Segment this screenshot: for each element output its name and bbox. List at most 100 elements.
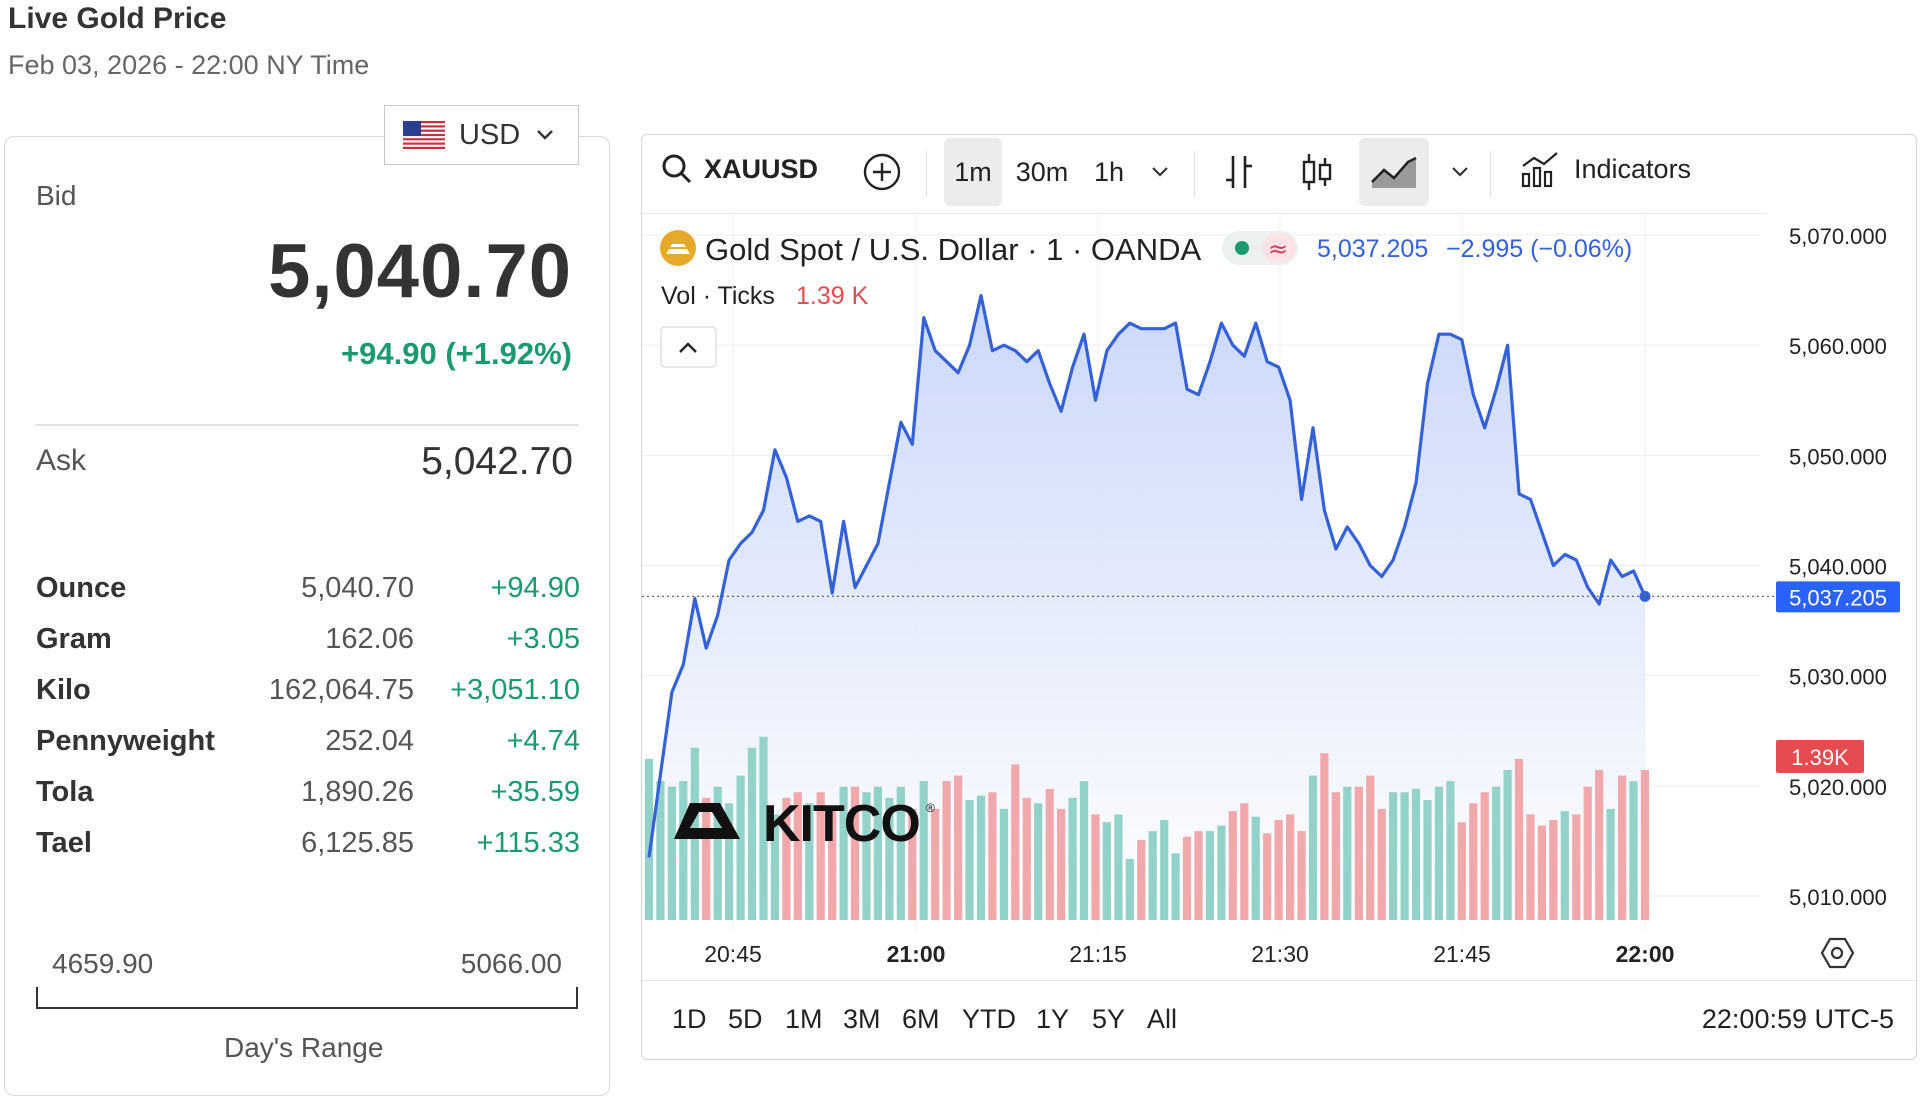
volume-bar [850,786,860,920]
volume-bar [1366,775,1375,920]
range-1y[interactable]: 1Y [1036,1004,1070,1034]
volume-bar [1011,764,1020,920]
y-tick-label: 5,020.000 [1789,775,1887,800]
toolbar-separator [926,151,927,197]
wave-icon: ≈ [1268,235,1288,263]
range-5d[interactable]: 5D [728,1004,763,1034]
page-subtitle: Feb 03, 2026 - 22:00 NY Time [8,50,370,80]
volume-bar [1343,786,1352,920]
chart-settings-icon[interactable] [1820,937,1855,969]
kitco-logo: KITCO ® [674,795,935,853]
range-high: 5066.00 [460,948,562,979]
last-price-tag [1776,581,1900,613]
volume-bar [1137,840,1146,920]
chart-panel [641,134,1917,1060]
volume-bar [793,792,802,920]
volume-bar [1331,792,1340,920]
unit-price: 6,125.85 [301,827,414,859]
volume-bar [1274,820,1283,920]
timeframe-1h[interactable]: 1h [1093,156,1125,187]
volume-bar [1125,858,1134,920]
ask-price: 5,042.70 [421,440,573,483]
volume-bar [1595,770,1604,920]
us-flag-icon [403,121,445,149]
unit-change: +35.59 [490,776,580,808]
timeframe-1m[interactable]: 1m [944,138,1002,206]
price-chart[interactable]: Gold Spot / U.S. Dollar · 1 · OANDA ≈ 5,… [0,0,1920,1065]
bars-button[interactable] [1222,152,1256,192]
volume-bar [896,786,905,920]
range-5y[interactable]: 5Y [1092,1004,1126,1034]
toolbar-separator [1490,151,1491,197]
unit-row-gram: Gram 162.06 +3.05 [36,623,580,673]
chart-style-dropdown[interactable] [1446,138,1474,206]
chevron-down-icon [1152,167,1168,177]
currency-label: USD [459,118,521,151]
volume-bar [1022,797,1031,920]
volume-bar [725,803,734,920]
page-title: Live Gold Price [8,2,227,35]
volume-bar [759,736,768,920]
range-1m[interactable]: 1M [785,1004,823,1034]
volume-bar [999,808,1008,920]
range-label: Day's Range [224,1032,384,1063]
y-tick-label: 5,060.000 [1789,334,1887,359]
candlestick-icon [1302,154,1332,190]
volume-bar [1583,786,1592,920]
range-1d[interactable]: 1D [672,1004,707,1034]
unit-change: +4.74 [506,725,580,757]
vol-label: Vol · Ticks [661,282,775,310]
volume-bar [1114,814,1123,920]
candles-button[interactable] [1300,152,1334,192]
volume-bar [644,758,654,920]
price-area [649,295,1645,921]
market-open-icon [1235,241,1249,255]
currency-select[interactable]: USD [384,105,579,165]
x-tick-label: 22:00 [1616,941,1675,967]
unit-name: Tael [36,827,92,859]
footer-divider [642,980,1916,981]
volume-bar [1618,775,1627,920]
unit-change: +115.33 [476,827,580,859]
price-line [647,294,1647,858]
volume-bar [1263,833,1272,920]
timeframe-dropdown[interactable] [1146,138,1174,206]
area-chart-icon [1371,156,1417,188]
area-chart-button[interactable] [1359,138,1429,206]
volume-bar [805,803,814,920]
delayed-badge [1262,233,1296,263]
instrument-title: Gold Spot / U.S. Dollar · 1 · OANDA [705,232,1201,267]
unit-price: 252.04 [325,725,414,757]
divider [35,424,579,426]
x-tick-label: 21:00 [887,941,946,967]
y-tick-label: 5,040.000 [1789,554,1887,579]
unit-change: +94.90 [490,572,580,604]
range-ytd[interactable]: YTD [962,1004,1016,1034]
compare-button[interactable] [862,152,902,192]
volume-bar [1057,808,1066,920]
symbol-search[interactable]: XAUUSD [660,152,818,186]
range-3m[interactable]: 3M [843,1004,881,1034]
volume-bar [1286,814,1295,920]
bar-chart-icon [1226,156,1252,188]
range-6m[interactable]: 6M [902,1004,940,1034]
indicators-button[interactable]: Indicators [1520,150,1691,188]
symbol-label: XAUUSD [704,153,819,184]
collapse-legend-button[interactable] [660,326,717,368]
vol-value: 1.39 K [796,282,869,310]
volume-bar [908,808,917,920]
unit-name: Tola [36,776,94,808]
timeframe-30m[interactable]: 30m [1015,156,1069,187]
unit-price: 162,064.75 [268,674,414,706]
legend-change: −2.995 (−0.06%) [1446,235,1632,263]
unit-change: +3,051.10 [450,674,580,706]
volume-bar [873,786,882,920]
volume-bar [1389,792,1398,920]
range-low: 4659.90 [52,948,154,979]
range-all[interactable]: All [1147,1004,1178,1034]
volume-bar [1480,792,1489,920]
volume-bar [954,775,963,920]
volume-bar [1560,811,1569,920]
unit-price: 1,890.26 [301,776,414,808]
volume-bar [816,792,825,920]
